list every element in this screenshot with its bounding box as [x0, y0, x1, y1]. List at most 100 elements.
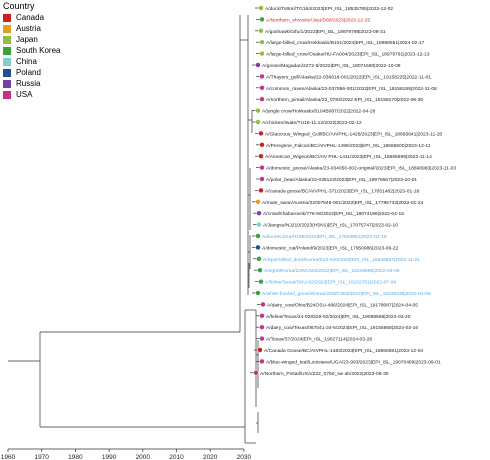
tip-label: A/goose/Magadan/2272-5/2022|EPI_ISL_1807… — [262, 63, 401, 69]
tip-label: A/dairy_cow/Ohio/B24OSU-486/2024|EPI_ISL… — [267, 302, 418, 308]
legend-item: USA — [3, 90, 60, 101]
tip-label: A/mute_swan/Austria/22007848-001/2022|EP… — [262, 200, 424, 206]
tip-marker — [259, 73, 265, 80]
legend-label: Japan — [16, 34, 38, 44]
x-axis-tick-label: 1990 — [102, 454, 117, 460]
tip-label: A/white-fronted_goose/Korea/22WC363/2022… — [262, 291, 431, 297]
tip-label: A/Spot-billed_duck/Korea/K22-920/2022|EP… — [263, 257, 420, 263]
tip-label: A/egret/Korea/22WC603/2022|EPI_ISL_16246… — [264, 268, 400, 274]
tip-marker — [259, 142, 265, 148]
tip-marker — [255, 233, 261, 239]
tip-marker — [258, 279, 264, 285]
x-axis-tick-label: 2020 — [203, 454, 218, 460]
tip-label: A/domestic_cat/Poland/9/2023|EPI_ISL_179… — [262, 245, 399, 251]
legend-swatch — [3, 24, 11, 33]
tip-marker — [259, 336, 265, 342]
tip-marker — [255, 119, 261, 125]
tip-label: A/Northern_shoveler/Jeju/D60/2023|2023-1… — [266, 17, 370, 23]
tip-label: A/blue-winged_teal/Louisiana/UGA/23-993/… — [266, 359, 441, 365]
tip-label: A/feline/Texas/24-029329-02/2024|EPI_ISL… — [266, 314, 411, 320]
legend: Country Canada Austria Japan South Korea Chi… — [3, 1, 60, 101]
tip-marker — [259, 50, 265, 57]
tip-label: A/northern_pintail/Alaska/22_0783/2022 E… — [266, 97, 423, 103]
legend-item: South Korea — [3, 45, 60, 56]
tip-label: A/dairy_cow/Texas/067041-24-6/2024|EPI_I… — [266, 325, 418, 331]
legend-swatch — [3, 57, 11, 66]
legend-swatch — [3, 80, 11, 89]
tip-marker — [259, 324, 265, 330]
tip-label: A/Texas/37/2024|EPI_ISL_19027114|2024-03… — [266, 337, 372, 343]
tip-label: A/large-billed_crow/Osaka/HU-FA004/2023|… — [266, 52, 430, 58]
legend-label: Austria — [16, 23, 41, 33]
tip-label: A/domestic_goose/Alaska/23-034050-002-or… — [266, 166, 456, 172]
tip-marker — [259, 85, 265, 91]
tip-marker — [258, 187, 264, 194]
x-axis-tick-label: 1970 — [34, 454, 49, 460]
legend-label: China — [16, 56, 37, 66]
tip-label: A/Northern_Pintail/USA/Z22_0760_sw ab/20… — [260, 371, 389, 377]
tip-marker — [257, 267, 263, 273]
tip-label: A/large-billed_crow/Hokkaido/B101/2024|E… — [266, 40, 425, 46]
legend-label: USA — [16, 90, 33, 100]
tip-label: A/Canada Goose/BC/AIVPHL-1483/2023|EPI_I… — [264, 348, 423, 354]
tip-marker — [255, 244, 261, 251]
tip-marker — [253, 370, 259, 376]
legend-item: China — [3, 56, 60, 67]
tip-marker — [258, 5, 264, 11]
legend-label: Canada — [16, 12, 45, 22]
tip-marker — [258, 153, 264, 159]
legend-item: Japan — [3, 34, 60, 45]
tip-label: A/canada goose/BC/AIVPHL-371/2023|EPI_IS… — [265, 188, 420, 194]
tip-marker — [258, 130, 264, 137]
x-axis-tick-label: 2030 — [237, 454, 252, 460]
tip-marker — [255, 199, 261, 205]
tip-marker — [258, 28, 264, 34]
legend-label: South Korea — [16, 45, 61, 55]
x-axis-tick-label: 2000 — [136, 454, 151, 460]
tip-label: A/duck/Korea/H196/2022|EPI_ISL_17604861|… — [262, 234, 387, 240]
tip-marker — [260, 301, 266, 308]
legend-item: Poland — [3, 67, 60, 78]
tip-label: A/polar_bear/Alaska/23-038123/2023|EPI_I… — [266, 177, 417, 183]
x-axis-tick-label: 2010 — [169, 454, 184, 460]
tip-label: A/Peregrine_Falcon/BC/AIVPHL-1499/2023|E… — [266, 143, 431, 149]
tip-marker — [259, 39, 265, 45]
legend-item: Russia — [3, 79, 60, 90]
tip-marker — [255, 107, 261, 114]
tip-marker — [259, 176, 265, 182]
tip-label: A/duck/Tottori/TG164/2023|EPI_ISL_185357… — [265, 6, 393, 12]
tip-label: A/goshawk/Gifu/1/2023|EPI_ISL_18979788|2… — [265, 29, 386, 35]
tip-label: A/Thayers_gull/Alaska/22-036618-001/2022… — [266, 74, 431, 80]
tip-marker — [256, 256, 262, 262]
tip-label: A/American_Wigeon/BC/AIV PHL-1411/2023|E… — [265, 154, 432, 160]
tip-label: A/jungle crow/Hokkaido/0104B087/2022|202… — [262, 109, 376, 115]
tip-marker — [259, 313, 265, 319]
legend-label: Poland — [16, 68, 41, 78]
legend-swatch — [3, 91, 11, 100]
legend-title: Country — [3, 1, 35, 11]
legend-item: Austria — [3, 23, 60, 34]
tip-label: A/Jiangsu/NJ210/2023(H5N1)|EPI_ISL_17075… — [263, 223, 398, 229]
tip-marker — [255, 62, 261, 68]
legend-swatch — [3, 69, 11, 78]
tip-marker — [259, 96, 265, 102]
tip-label: A/crow/Khabarovsk/776-56/2022|EPI_ISL_18… — [263, 211, 404, 217]
tip-label: A/chicken/Iwate/TU16-11.12/2022|2022-02-… — [262, 120, 362, 126]
tip-marker — [259, 165, 265, 171]
tip-label: A/feline/Seoul/SNU-02/2023|EPI_ISL_18102… — [265, 280, 396, 286]
tip-label: A/common_raven/Alaska/22-037656-001/2022… — [266, 86, 437, 92]
tip-marker — [256, 210, 262, 216]
tip-marker — [259, 16, 265, 23]
tip-marker — [259, 358, 265, 365]
tip-marker — [255, 290, 261, 296]
legend-items: Canada Austria Japan South Korea China Poland… — [3, 12, 60, 101]
legend-swatch — [3, 46, 11, 55]
legend-item: Canada — [3, 12, 60, 23]
x-axis-tick-label: 1960 — [1, 454, 16, 460]
x-axis-tick-label: 1980 — [68, 454, 83, 460]
tip-marker — [256, 222, 262, 228]
tip-label: A/Glaucous_Winged_Gull/BC/AIVPHL-1426/20… — [265, 131, 443, 137]
legend-label: Russia — [16, 79, 41, 89]
tip-marker — [257, 347, 263, 353]
